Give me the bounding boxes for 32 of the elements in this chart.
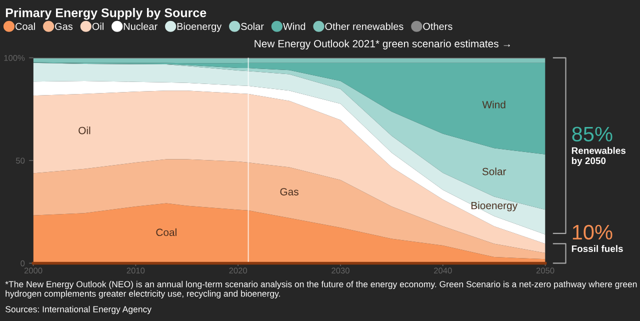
x-tick-label: 2040 [434,268,452,274]
text: *The New Energy Outlook (NEO) is an annual long-term scenario analysis on the future of the energy economy. Green Scenario is a net-zero pathway where green hydrogen complements greater electricity use, recycling and bioenergy. [5,280,637,298]
legend-label: Other renewables [325,22,404,30]
x-tick-label: 2030 [332,268,350,274]
x-tick-label: 2010 [126,268,145,274]
text: Solar [482,168,506,176]
legend-label: Solar [241,22,264,30]
legend-label: Nuclear [124,22,158,30]
text: Bioenergy [471,202,518,212]
text: Gas [280,188,298,196]
text: 85% [572,126,612,142]
chart-title: Primary Energy Supply by Source [6,8,206,20]
y-tick-label: 100% [4,54,25,61]
text: Wind [482,100,506,108]
legend-label: Gas [55,22,73,30]
text: Oil [78,126,90,134]
text: 10% [572,224,612,240]
ref-line-label: New Energy Outlook 2021* green scenario estimates → [254,40,510,50]
y-tick-label: 0 [20,260,25,266]
legend-label: Others [423,22,452,30]
text: Coal [156,228,176,236]
legend-label: Bioenergy [177,22,222,32]
y-tick-label: 50 [16,158,25,164]
legend-label: Coal [16,22,35,30]
text: Fossil fuels [572,245,623,252]
x-tick-label: 2050 [536,268,554,274]
legend-label: Oil [92,22,104,30]
text: Renewables by 2050 [572,146,626,166]
x-tick-label: 2000 [24,268,42,274]
legend-label: Wind [282,22,306,30]
source-note: Sources: International Energy Agency [6,306,152,314]
x-tick-label: 2020 [229,268,248,274]
